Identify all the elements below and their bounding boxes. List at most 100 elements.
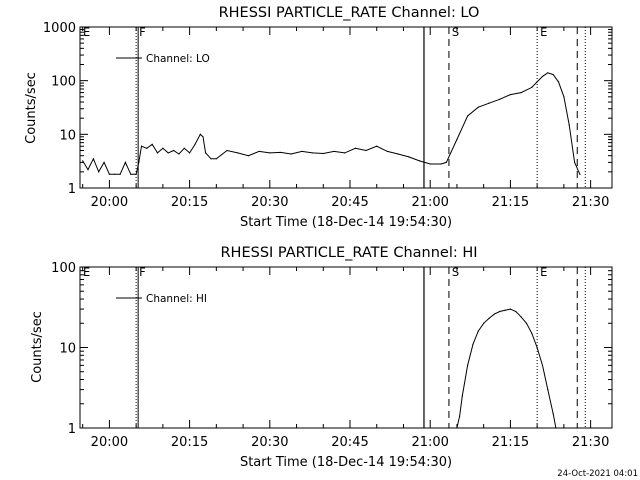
data-point: [226, 149, 228, 152]
plot-frame: [79, 26, 613, 189]
footer-timestamp: 24-Oct-2021 04:01: [557, 469, 638, 479]
data-point: [354, 147, 356, 149]
data-point: [311, 152, 314, 154]
data-point: [114, 173, 116, 175]
data-point: [440, 163, 442, 165]
data-point: [563, 96, 565, 98]
data-point: [108, 173, 111, 175]
plot-area: 1 10 100 20:00 20:15 20:30 20:45 21:00 21:15 21:3…: [51, 261, 613, 450]
data-point: [247, 155, 250, 157]
data-point: [472, 343, 474, 345]
x-tick-label: 20:00: [91, 435, 128, 450]
event-label: E: [83, 265, 90, 279]
data-point: [130, 173, 132, 175]
event-label: E: [540, 25, 547, 39]
legend-label: Channel: LO: [146, 53, 210, 65]
data-point: [467, 115, 469, 117]
data-point: [215, 158, 217, 160]
y-tick-label: 100: [51, 261, 76, 276]
x-tick-label: 21:30: [572, 435, 609, 450]
data-point: [547, 72, 549, 74]
y-tick-label: 10: [59, 128, 76, 143]
chart-title: RHESSI PARTICLE_RATE Channel: LO: [219, 5, 480, 21]
data-point: [483, 322, 485, 324]
data-point: [103, 161, 105, 163]
data-point: [221, 153, 223, 156]
data-point: [322, 152, 324, 155]
data-point: [344, 152, 346, 154]
data-point: [279, 151, 282, 154]
data-point: [579, 173, 581, 175]
x-tick-label: 21:15: [492, 195, 529, 210]
data-point: [146, 147, 148, 149]
data-point: [82, 160, 84, 162]
x-tick-label: 21:30: [572, 195, 609, 210]
data-point: [541, 364, 544, 366]
x-tick-label: 20:30: [251, 195, 288, 210]
data-point: [456, 427, 458, 429]
event-label: E: [540, 265, 547, 279]
data-point: [509, 94, 512, 96]
data-point: [87, 169, 89, 171]
x-tick-label: 21:00: [411, 435, 448, 450]
data-point: [459, 415, 461, 417]
x-tick-label: 20:30: [251, 435, 288, 450]
data-point: [531, 332, 533, 334]
x-tick-label: 20:15: [171, 195, 208, 210]
y-tick-label: 1000: [43, 21, 76, 36]
plot-area: 1 10 100 1000 20:00 20:15 20:30 20:45 21:00 21:15…: [43, 21, 613, 210]
event-label: F: [139, 265, 146, 279]
y-tick-label: 1: [68, 182, 76, 197]
data-point: [167, 152, 169, 154]
data-point: [151, 143, 153, 145]
data-point: [461, 395, 463, 397]
x-axis-label: Start Time (18-Dec-14 19:54:30): [240, 455, 452, 470]
data-point: [202, 136, 204, 138]
data-point: [552, 413, 554, 415]
data-point: [397, 153, 399, 155]
y-tick-label: 10: [59, 342, 76, 357]
data-point: [119, 173, 121, 175]
data-point: [536, 81, 538, 83]
series-line: [82, 72, 581, 175]
data-point: [557, 81, 560, 83]
x-tick-label: 20:45: [331, 195, 368, 210]
data-point: [520, 91, 522, 94]
data-point: [509, 308, 512, 310]
x-tick-label: 21:00: [411, 195, 448, 210]
panel-lo: RHESSI PARTICLE_RATE Channel: LO Counts/…: [24, 5, 613, 230]
chart-title: RHESSI PARTICLE_RATE Channel: HI: [220, 245, 477, 261]
x-axis-label: Start Time (18-Dec-14 19:54:30): [240, 215, 452, 230]
event-label: S: [452, 265, 459, 279]
data-point: [156, 152, 159, 154]
data-point: [194, 143, 196, 145]
data-point: [183, 147, 185, 149]
data-point: [386, 150, 389, 153]
data-point: [467, 364, 469, 366]
data-point: [290, 153, 292, 155]
data-point: [365, 149, 367, 152]
data-point: [135, 173, 137, 175]
data-point: [98, 171, 100, 173]
data-point: [162, 147, 164, 149]
x-tick-label: 20:00: [91, 195, 128, 210]
data-point: [445, 161, 447, 163]
data-point: [573, 161, 576, 163]
data-point: [178, 153, 180, 155]
data-point: [210, 158, 212, 160]
data-point: [376, 145, 378, 147]
y-axis-label: Counts/sec: [30, 311, 45, 383]
data-point: [493, 313, 495, 315]
data-point: [237, 152, 239, 154]
data-point: [429, 163, 431, 165]
data-point: [301, 150, 303, 153]
data-point: [568, 124, 570, 126]
data-point: [140, 145, 143, 147]
data-point: [552, 73, 554, 76]
data-point: [536, 346, 538, 349]
data-point: [189, 152, 191, 154]
data-point: [555, 427, 557, 429]
data-point: [408, 156, 410, 158]
data-point: [92, 158, 94, 160]
